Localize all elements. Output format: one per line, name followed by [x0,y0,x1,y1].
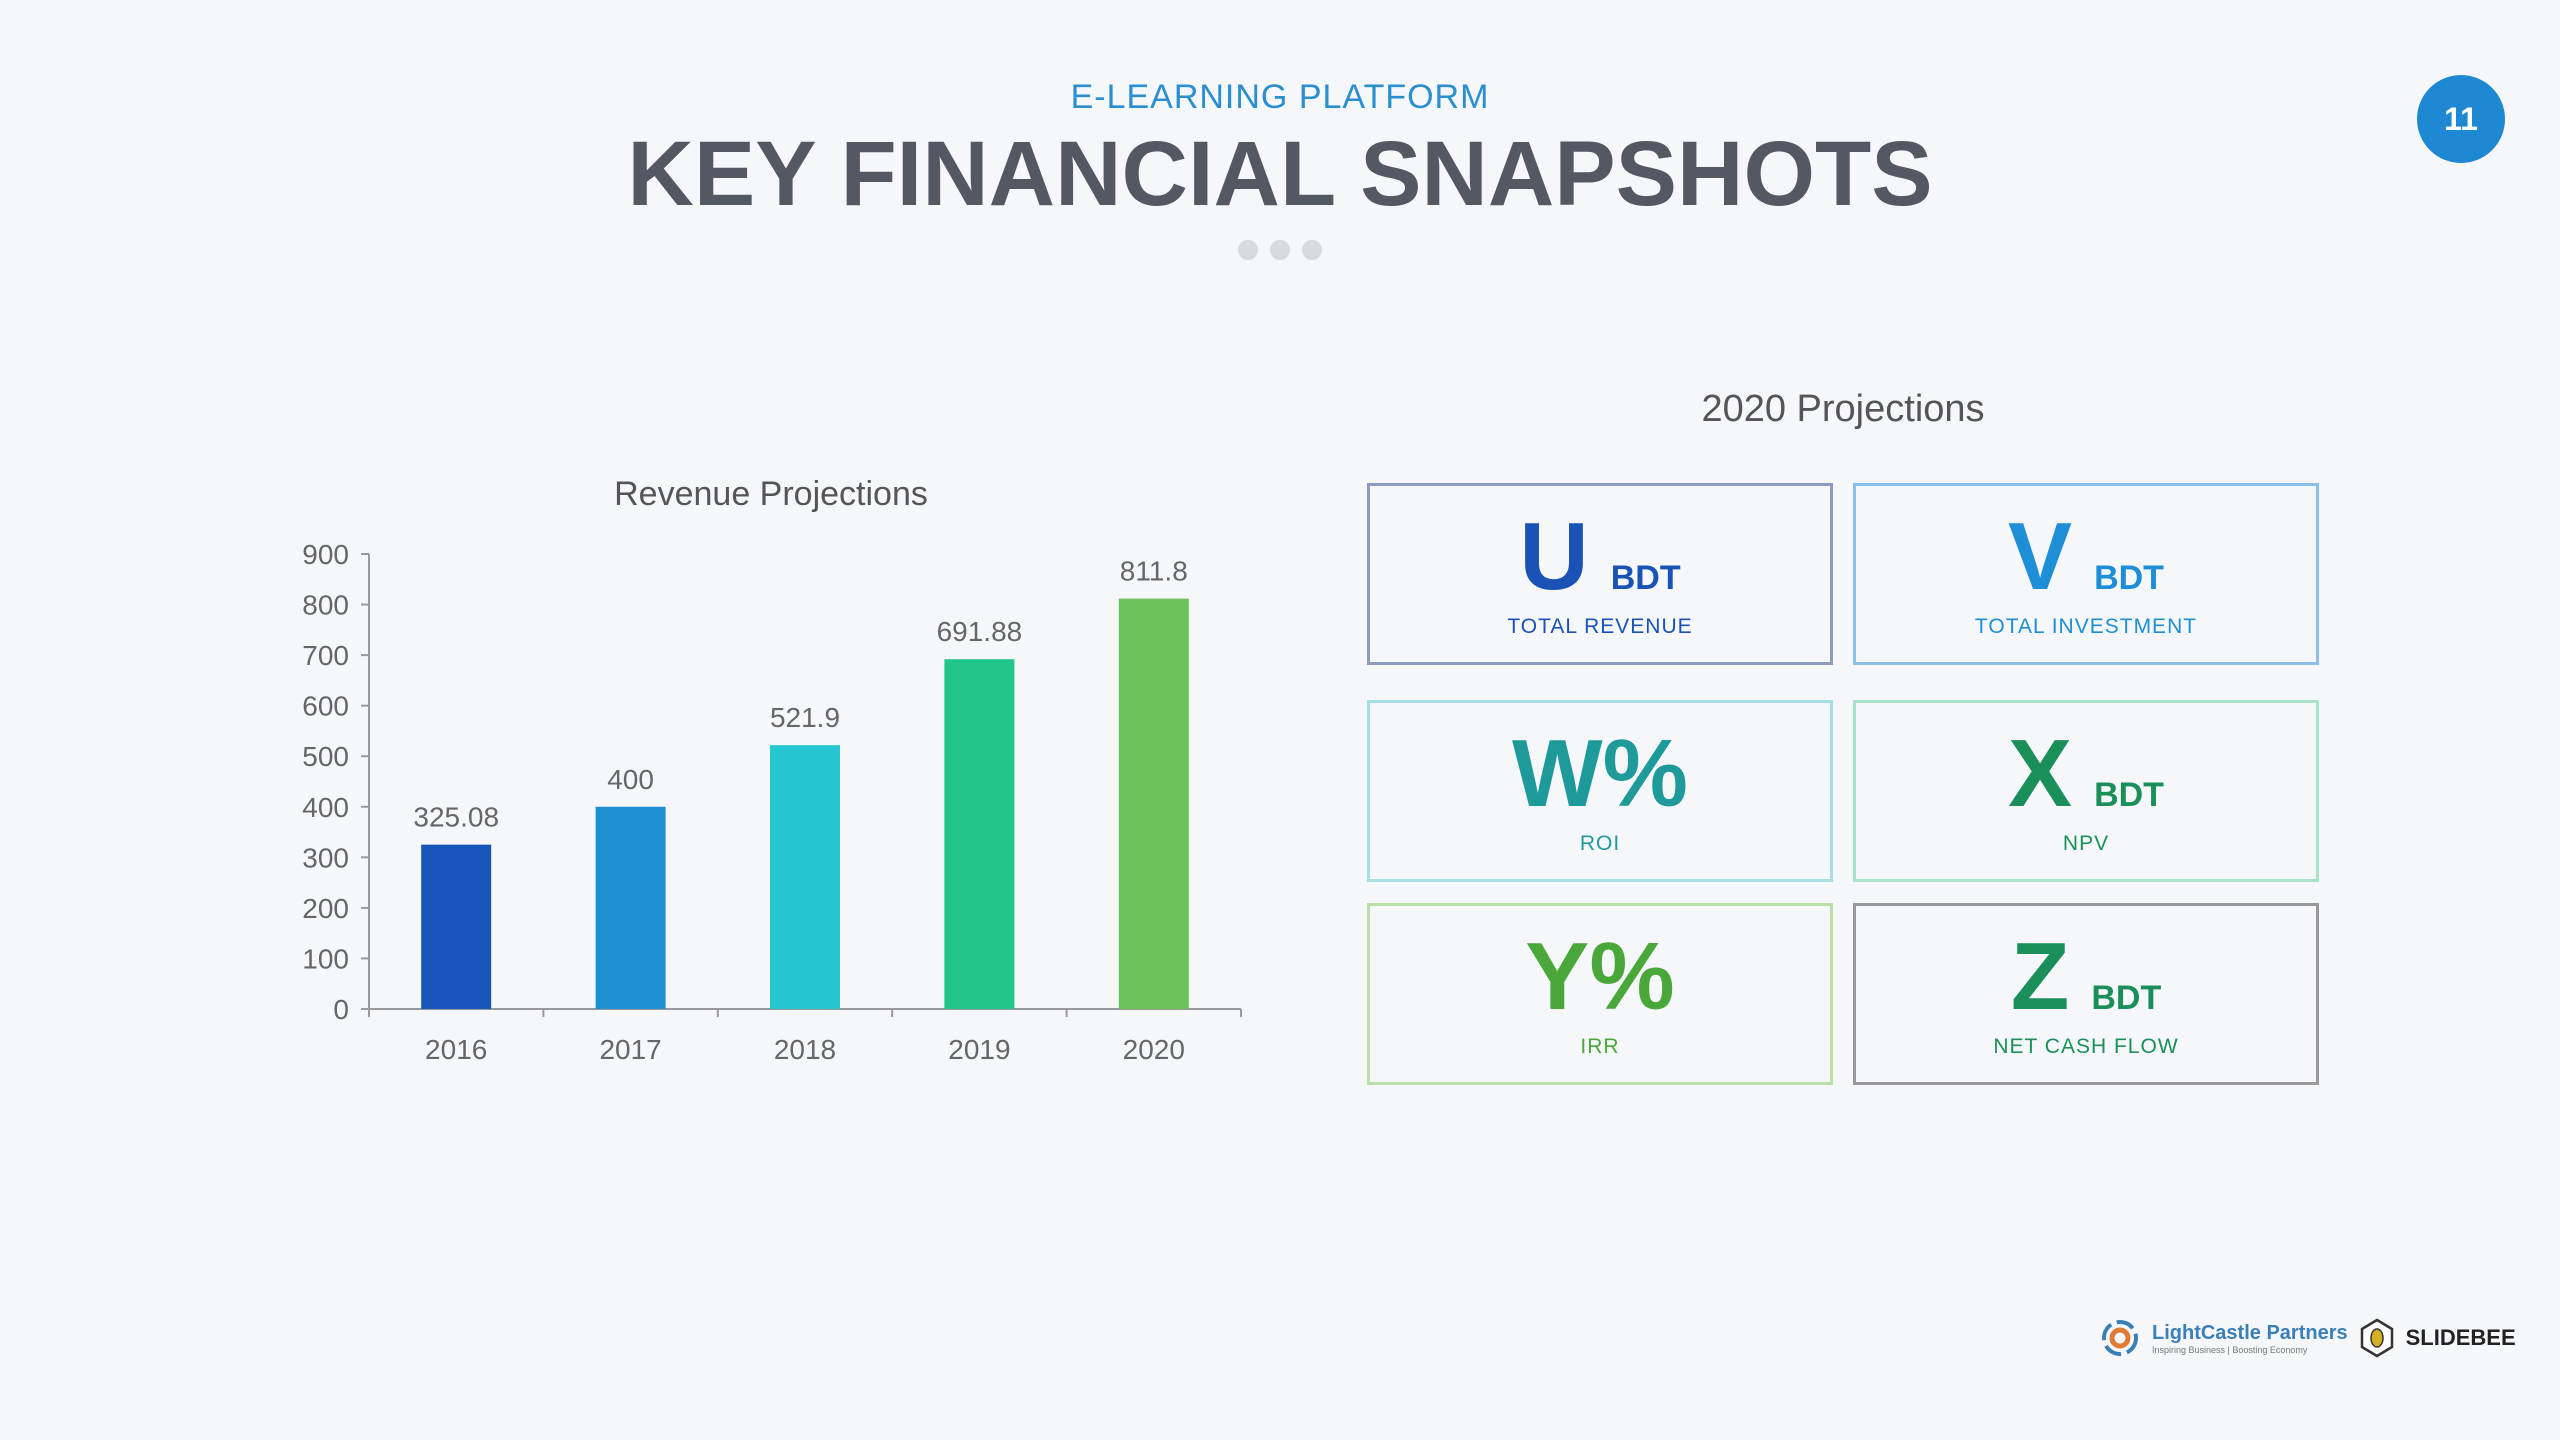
projection-card: Z BDT NET CASH FLOW [1853,903,2319,1085]
projection-card: Y% IRR [1367,903,1833,1085]
x-tick-label: 2017 [599,1034,661,1065]
card-label: NET CASH FLOW [1993,1035,2179,1058]
projection-card: U BDT TOTAL REVENUE [1367,483,1833,665]
y-tick-label: 500 [302,741,349,772]
slide-title: KEY FINANCIAL SNAPSHOTS [627,123,1933,225]
data-label: 400 [607,764,654,795]
y-tick-label: 600 [302,691,349,722]
projection-card: X BDT NPV [1853,700,2319,882]
y-tick-label: 100 [302,943,349,974]
card-label: ROI [1579,832,1621,855]
card-label: IRR [1580,1035,1620,1058]
y-tick-label: 300 [302,842,349,873]
card-value: X [2008,720,2073,827]
projections-title: 2020 Projections [1701,388,1985,430]
y-tick-label: 0 [333,994,349,1025]
card-value: W% [1512,720,1688,827]
card-value: V [2008,503,2073,610]
bar-2018 [770,745,840,1009]
chart-title: Revenue Projections [614,475,928,513]
projection-card: W% ROI [1367,700,1833,882]
x-tick-label: 2018 [774,1034,836,1065]
card-unit: BDT [2094,559,2164,597]
card-value: U [1519,503,1589,610]
card-label: NPV [2062,832,2110,855]
y-tick-label: 400 [302,792,349,823]
logo1-tagline: Inspiring Business | Boosting Economy [2152,1344,2308,1355]
data-label: 811.8 [1120,556,1188,587]
decorative-dot [1238,240,1258,260]
slidebee-logo-icon [2360,1318,2393,1358]
y-tick-label: 800 [302,590,349,621]
card-label: TOTAL INVESTMENT [1974,615,2198,638]
card-unit: BDT [2091,979,2162,1017]
y-tick-label: 900 [302,539,349,570]
data-label: 691.88 [937,616,1023,647]
card-value: Y% [1525,923,1675,1030]
card-unit: BDT [1610,559,1681,597]
footer-logos: LightCastle Partners Inspiring Business … [2100,1318,2516,1358]
card-unit: BDT [2094,776,2164,814]
x-tick-label: 2019 [948,1034,1010,1065]
decorative-dot [1302,240,1322,260]
data-label: 325.08 [413,802,499,833]
bar-2020 [1118,598,1189,1009]
decorative-dot [1270,240,1290,260]
lightcastle-logo-icon [2102,1320,2138,1356]
card-label: TOTAL REVENUE [1507,615,1693,638]
lightcastle-logo: LightCastle Partners Inspiring Business … [2152,1322,2348,1355]
slide-subtitle: E-LEARNING PLATFORM [1070,78,1490,116]
revenue-chart: Revenue Projections 0 100 200 300 400 500 600 70… [302,475,1242,1065]
data-label: 521.9 [770,702,840,733]
page-number-badge: 11 [2417,75,2505,163]
projection-card: V BDT TOTAL INVESTMENT [1853,483,2319,665]
y-tick-label: 200 [302,893,349,924]
bar-2017 [595,806,666,1009]
y-tick-label: 700 [302,640,349,671]
logo1-text: LightCastle Partners [2152,1321,2348,1344]
x-tick-label: 2020 [1123,1034,1185,1065]
slidebee-logo: SLIDEBEE [2405,1325,2516,1350]
card-value: Z [2010,923,2070,1030]
bar-2016 [421,844,492,1009]
bar-2019 [944,659,1015,1009]
x-tick-label: 2016 [425,1034,487,1065]
